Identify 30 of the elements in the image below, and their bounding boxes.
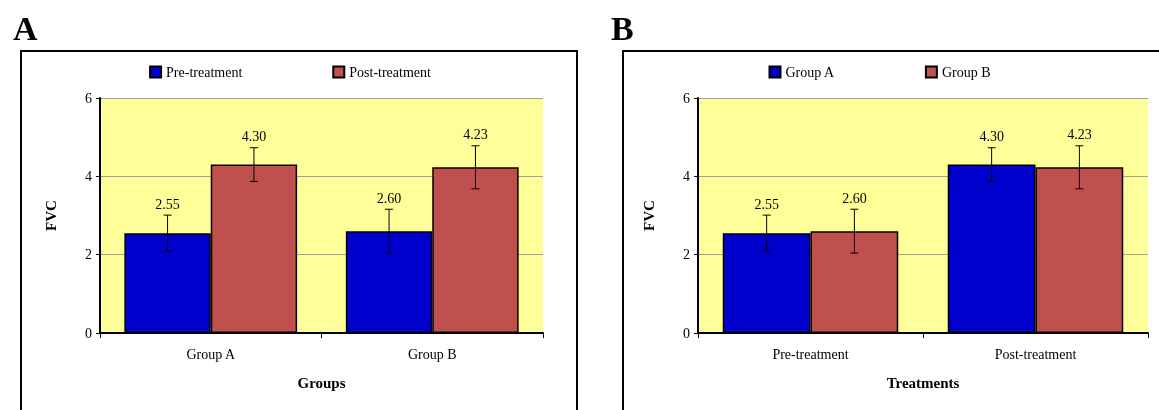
chart-title: A xyxy=(13,9,38,47)
x-tick-label: Group A xyxy=(186,346,236,362)
legend-label: Post-treatment xyxy=(349,64,432,80)
x-tick-label: Pre-treatment xyxy=(772,346,849,362)
x-tick-label: Post-treatment xyxy=(994,346,1077,362)
data-label: 2.60 xyxy=(842,190,867,206)
x-axis-title: Treatments xyxy=(886,374,960,391)
y-tick-label: 6 xyxy=(85,90,92,106)
data-label: 4.23 xyxy=(1067,127,1092,143)
data-label: 4.30 xyxy=(241,129,267,145)
data-label: 4.30 xyxy=(979,129,1004,145)
y-tick-label: 0 xyxy=(85,325,92,341)
legend-label: Pre-treatment xyxy=(166,64,243,80)
legend-label: Group A xyxy=(785,64,835,80)
legend-label: Group B xyxy=(941,64,991,80)
data-label: 4.23 xyxy=(463,127,488,143)
y-axis-title: FVC xyxy=(640,200,657,231)
data-label: 2.55 xyxy=(155,196,180,212)
y-tick-label: 4 xyxy=(683,168,690,184)
y-axis-title: FVC xyxy=(42,200,59,231)
data-label: 2.60 xyxy=(376,190,402,206)
y-tick-label: 2 xyxy=(85,247,92,263)
x-tick-label: Group B xyxy=(407,346,457,362)
x-axis-title: Groups xyxy=(297,374,346,391)
chart-title: B xyxy=(611,9,634,47)
y-tick-label: 6 xyxy=(683,90,690,106)
y-tick-label: 0 xyxy=(683,325,690,341)
y-tick-label: 4 xyxy=(85,168,92,184)
y-tick-label: 2 xyxy=(683,247,690,263)
data-label: 2.55 xyxy=(754,196,779,212)
